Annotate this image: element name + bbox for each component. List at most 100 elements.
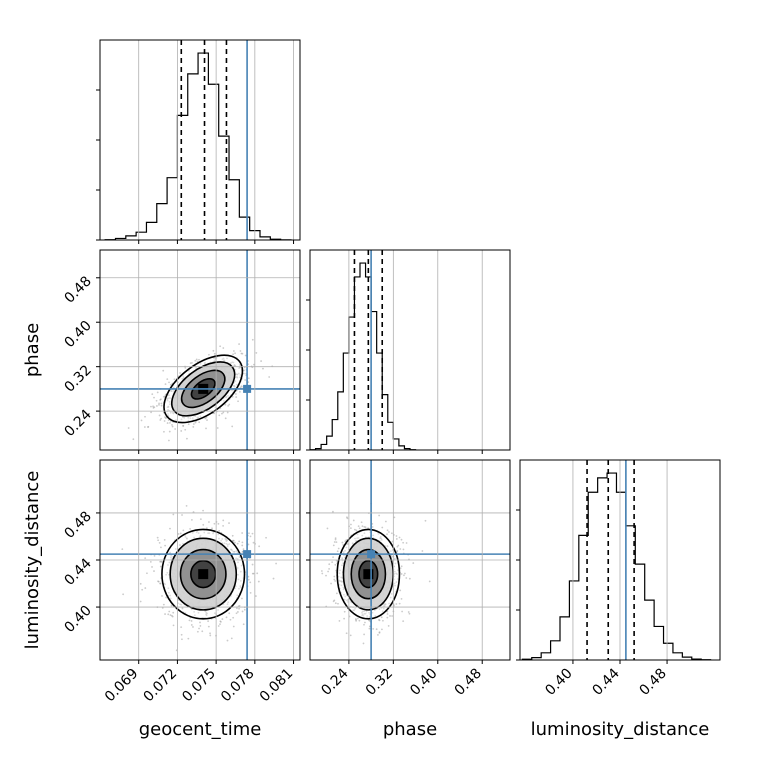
scatter-point bbox=[156, 536, 159, 539]
scatter-point bbox=[224, 403, 227, 406]
scatter-point bbox=[397, 569, 399, 572]
scatter-point bbox=[179, 372, 181, 374]
scatter-point bbox=[378, 618, 380, 621]
scatter-point bbox=[193, 610, 196, 613]
scatter-point bbox=[144, 415, 146, 418]
scatter-point bbox=[182, 375, 185, 378]
scatter-point bbox=[162, 369, 165, 372]
scatter-point bbox=[222, 525, 225, 527]
scatter-point bbox=[230, 548, 233, 551]
scatter-point bbox=[156, 405, 158, 407]
scatter-point bbox=[257, 580, 260, 583]
y-tick-label: 0.40 bbox=[61, 318, 94, 351]
scatter-point bbox=[345, 546, 348, 549]
scatter-point bbox=[132, 438, 135, 441]
scatter-point bbox=[251, 572, 254, 575]
scatter-point bbox=[168, 610, 171, 613]
scatter-point bbox=[235, 557, 237, 560]
scatter-point bbox=[378, 514, 381, 517]
scatter-point bbox=[344, 549, 346, 552]
scatter-point bbox=[164, 613, 166, 615]
scatter-point bbox=[226, 411, 229, 414]
scatter-point bbox=[194, 421, 197, 424]
scatter-point bbox=[399, 567, 402, 570]
scatter-point bbox=[168, 439, 170, 442]
scatter-point bbox=[184, 367, 187, 369]
scatter-point bbox=[382, 619, 384, 622]
scatter-point bbox=[378, 631, 381, 634]
scatter-point bbox=[159, 565, 162, 568]
scatter-point bbox=[349, 634, 352, 637]
scatter-point bbox=[262, 367, 264, 370]
scatter-point bbox=[182, 529, 185, 532]
scatter-point bbox=[193, 536, 195, 539]
scatter-point bbox=[386, 529, 389, 532]
scatter-point bbox=[244, 379, 247, 381]
scatter-point bbox=[221, 538, 224, 540]
scatter-point bbox=[181, 514, 183, 516]
histogram-panel-luminosity-distance: 0.40 0.44 0.48 bbox=[516, 459, 721, 699]
scatter-point bbox=[190, 624, 193, 626]
scatter-point bbox=[227, 395, 229, 397]
scatter-point bbox=[361, 525, 364, 528]
scatter-point bbox=[192, 511, 195, 513]
scatter-point bbox=[226, 357, 228, 360]
scatter-point bbox=[147, 426, 149, 428]
scatter-point bbox=[232, 616, 235, 619]
density-peak bbox=[363, 569, 374, 580]
scatter-point bbox=[341, 541, 344, 544]
scatter-point bbox=[233, 384, 236, 387]
scatter-point bbox=[334, 537, 337, 540]
scatter-point bbox=[226, 603, 229, 606]
scatter-point bbox=[338, 583, 341, 586]
x-tick-label: 0.32 bbox=[363, 666, 396, 699]
scatter-point bbox=[330, 582, 332, 585]
scatter-point bbox=[186, 437, 188, 440]
scatter-point bbox=[321, 572, 324, 575]
scatter-point bbox=[208, 521, 210, 523]
scatter-point bbox=[160, 417, 162, 420]
scatter-point bbox=[355, 619, 358, 622]
scatter-point bbox=[240, 385, 243, 388]
scatter-point bbox=[202, 509, 204, 512]
scatter-point bbox=[218, 414, 221, 417]
panel-border bbox=[309, 459, 511, 661]
scatter-point bbox=[354, 528, 356, 531]
scatter-point bbox=[346, 601, 349, 603]
scatter-point bbox=[346, 516, 348, 519]
scatter-point bbox=[399, 589, 402, 592]
scatter-point bbox=[196, 630, 199, 633]
scatter-point bbox=[153, 396, 155, 399]
histogram-panel-phase bbox=[306, 249, 511, 454]
scatter-point bbox=[358, 527, 361, 530]
scatter-point bbox=[358, 619, 361, 622]
scatter-point bbox=[251, 563, 254, 566]
scatter-point bbox=[381, 628, 383, 631]
scatter-point bbox=[199, 518, 202, 521]
scatter-point bbox=[153, 570, 155, 572]
scatter-point bbox=[187, 637, 190, 640]
scatter-point bbox=[368, 620, 371, 622]
scatter-point bbox=[214, 406, 217, 409]
joint-panel-phase-luminosity-distance: 0.24 0.32 0.40 0.48 bbox=[306, 459, 511, 699]
scatter-point bbox=[235, 550, 238, 552]
panel-content bbox=[521, 460, 712, 660]
scatter-point bbox=[206, 419, 208, 421]
scatter-point bbox=[400, 538, 403, 541]
scatter-point bbox=[356, 537, 359, 540]
scatter-point bbox=[194, 359, 197, 362]
scatter-point bbox=[334, 538, 337, 541]
scatter-point bbox=[143, 426, 146, 428]
scatter-point bbox=[396, 545, 399, 548]
x-tick-label: 0.40 bbox=[407, 666, 440, 699]
scatter-point bbox=[386, 616, 389, 619]
scatter-point bbox=[237, 578, 240, 581]
scatter-point bbox=[170, 390, 173, 392]
scatter-point bbox=[182, 416, 184, 419]
scatter-point bbox=[217, 522, 220, 525]
scatter-point bbox=[402, 548, 405, 551]
scatter-point bbox=[268, 376, 271, 378]
panel-border bbox=[99, 459, 301, 661]
scatter-point bbox=[225, 542, 228, 545]
scatter-point bbox=[172, 611, 175, 614]
